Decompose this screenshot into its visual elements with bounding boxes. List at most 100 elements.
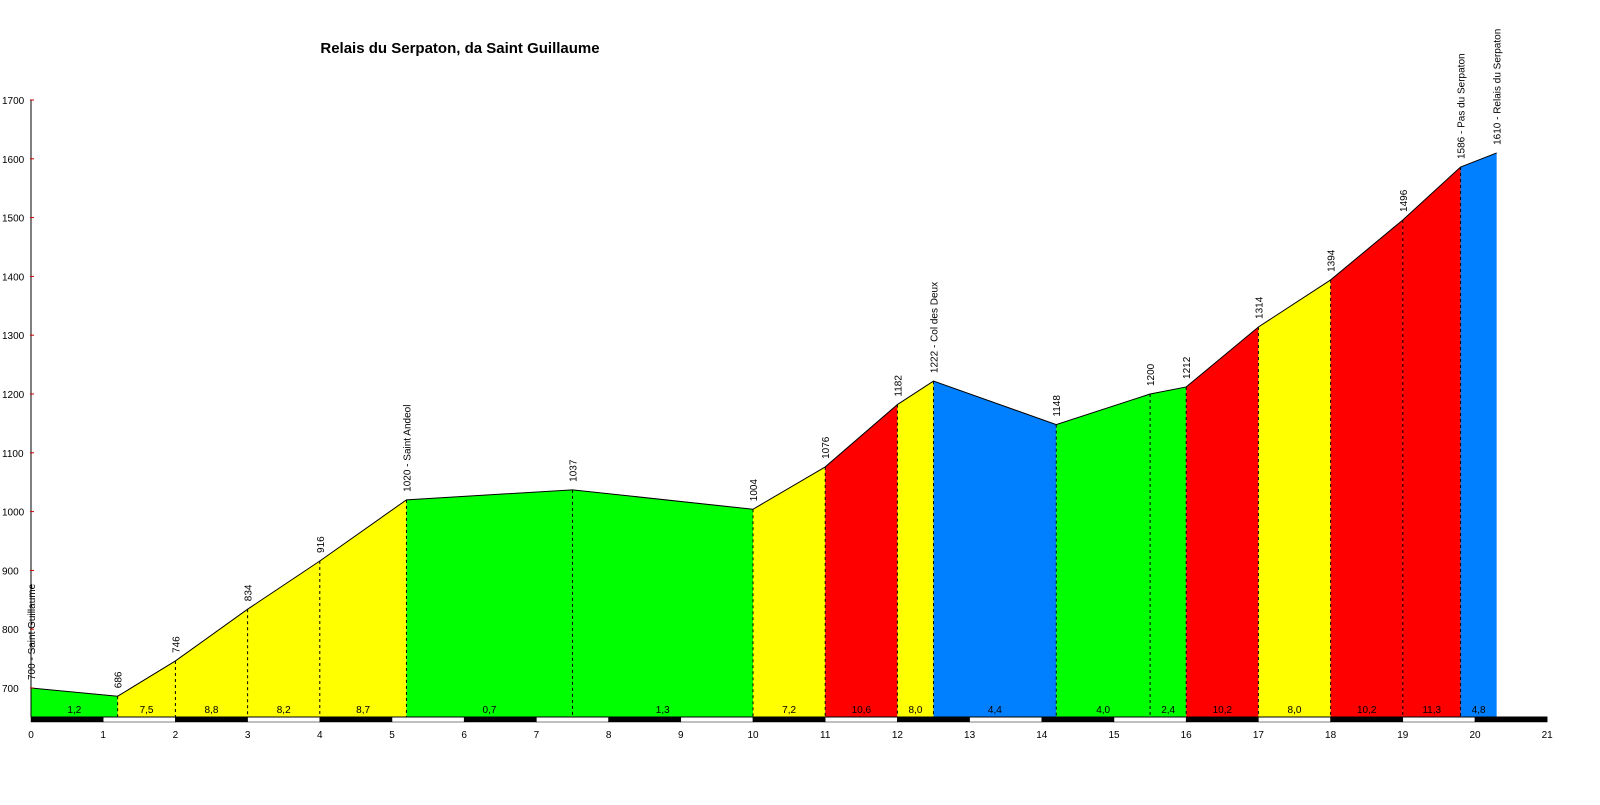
- y-tick-label: 1100: [2, 449, 24, 460]
- baseline-block: [536, 716, 609, 723]
- x-tick-label: 8: [606, 730, 612, 741]
- segment-fill: [1056, 394, 1151, 717]
- baseline-block: [1113, 716, 1187, 723]
- gradient-label: 1,3: [656, 705, 670, 716]
- gradient-labels: 1,2 7,5 8,8 8,2 8,7 0,7 1,3 7,2 10,6 8,0 4,4 4,0 2,4…: [67, 705, 1486, 716]
- x-tick-label: 20: [1469, 730, 1481, 741]
- x-tick-label: 16: [1181, 730, 1193, 741]
- x-tick-label: 15: [1108, 730, 1120, 741]
- segment-fill: [319, 499, 407, 717]
- gradient-label: 8,7: [356, 705, 370, 716]
- gradient-label: 4,0: [1096, 705, 1110, 716]
- segment-fill: [1402, 167, 1461, 718]
- gradient-label: 0,7: [483, 705, 497, 716]
- segment-fill: [247, 560, 320, 717]
- baseline-block: [391, 716, 465, 723]
- elevation-label: 1004: [749, 479, 760, 502]
- elevation-label: 916: [316, 536, 327, 553]
- y-tick-label: 1500: [2, 214, 25, 225]
- segment-fill: [753, 466, 826, 717]
- baseline-block: [1474, 716, 1548, 723]
- gradient-label: 8,0: [908, 705, 922, 716]
- baseline-block: [1330, 716, 1404, 723]
- baseline-block: [30, 716, 104, 723]
- gradient-label: 10,2: [1357, 705, 1377, 716]
- x-tick-label: 6: [461, 730, 467, 741]
- x-tick-label: 19: [1397, 730, 1409, 741]
- segment-fills: [31, 152, 1497, 718]
- y-tick-label: 1700: [2, 96, 25, 107]
- elevation-label: 1148: [1052, 395, 1063, 417]
- segment-dividers: [117, 167, 1462, 717]
- y-tick-label: 1300: [2, 331, 25, 342]
- segment-fill: [1460, 152, 1497, 718]
- x-tick-label: 14: [1036, 730, 1048, 741]
- chart-title: Relais du Serpaton, da Saint Guillaume: [320, 40, 599, 57]
- baseline-block: [319, 716, 393, 723]
- elevation-label: 686: [114, 671, 125, 688]
- x-tick-label: 13: [964, 730, 976, 741]
- x-tick-label: 9: [678, 730, 684, 741]
- elevation-label: 1586 - Pas du Serpaton: [1457, 53, 1468, 159]
- segment-fill: [897, 381, 934, 717]
- gradient-label: 7,2: [782, 705, 796, 716]
- x-tick-label: 17: [1253, 730, 1265, 741]
- gradient-label: 10,2: [1213, 705, 1233, 716]
- distance-baseline: [30, 716, 1548, 723]
- y-tick-label: 1400: [2, 272, 25, 283]
- baseline-block: [247, 716, 321, 723]
- x-tick-label: 11: [820, 730, 831, 741]
- segment-fill: [406, 489, 573, 717]
- segment-fill: [933, 381, 1057, 717]
- profile-line: [30, 152, 1497, 697]
- elevation-label: 1076: [821, 436, 832, 459]
- y-tick-label: 1200: [2, 390, 25, 401]
- x-tick-label: 5: [389, 730, 395, 741]
- elevation-label: 1394: [1327, 249, 1338, 272]
- segment-fill: [572, 489, 753, 717]
- gradient-label: 4,8: [1472, 705, 1486, 716]
- elevation-label: 1212: [1182, 356, 1193, 379]
- gradient-label: 11,3: [1422, 705, 1441, 716]
- y-tick-label: 700: [2, 684, 19, 695]
- baseline-block: [175, 716, 248, 723]
- elevation-label: 834: [244, 584, 255, 601]
- x-axis: 0 1 2 3 4 5 6 7 8 9 10 11 12 13 14 15 16 17 18 19 20 21: [28, 730, 1553, 741]
- y-tick-label: 800: [2, 625, 19, 636]
- elevation-label: 746: [171, 636, 182, 653]
- gradient-label: 4,4: [988, 705, 1002, 716]
- elevation-label: 1037: [569, 459, 580, 482]
- baseline-block: [897, 716, 970, 723]
- x-tick-label: 3: [245, 730, 251, 741]
- elevation-label: 1020 - Saint Andeol: [402, 405, 413, 492]
- baseline-block: [463, 716, 537, 723]
- elevation-labels: 700 - Saint Guillaume 686 746 834 916 1020 - …: [27, 29, 1504, 688]
- segment-fill: [1258, 279, 1331, 717]
- gradient-label: 8,0: [1288, 705, 1302, 716]
- gradient-label: 10,6: [852, 705, 872, 716]
- gradient-label: 7,5: [140, 705, 154, 716]
- segment-fill: [1186, 326, 1259, 717]
- elevation-label: 1182: [893, 375, 904, 397]
- elevation-label: 1610 - Relais du Serpaton: [1493, 29, 1504, 145]
- baseline-block: [102, 716, 176, 723]
- y-tick-label: 900: [2, 566, 19, 577]
- elevation-label: 1314: [1254, 296, 1265, 319]
- baseline-block: [680, 716, 754, 723]
- baseline-block: [1402, 716, 1476, 723]
- baseline-block: [1041, 716, 1115, 723]
- baseline-block: [1185, 716, 1259, 723]
- gradient-label: 8,2: [277, 705, 291, 716]
- y-tick-label: 1600: [2, 155, 25, 166]
- baseline-block: [752, 716, 826, 723]
- x-tick-label: 0: [28, 730, 34, 741]
- x-tick-label: 7: [534, 730, 540, 741]
- x-tick-label: 4: [317, 730, 323, 741]
- baseline-block: [608, 716, 682, 723]
- gradient-label: 2,4: [1161, 705, 1175, 716]
- segment-fill: [175, 609, 248, 717]
- gradient-label: 1,2: [67, 705, 81, 716]
- segment-fill: [1150, 386, 1187, 717]
- segment-fill: [1330, 219, 1403, 717]
